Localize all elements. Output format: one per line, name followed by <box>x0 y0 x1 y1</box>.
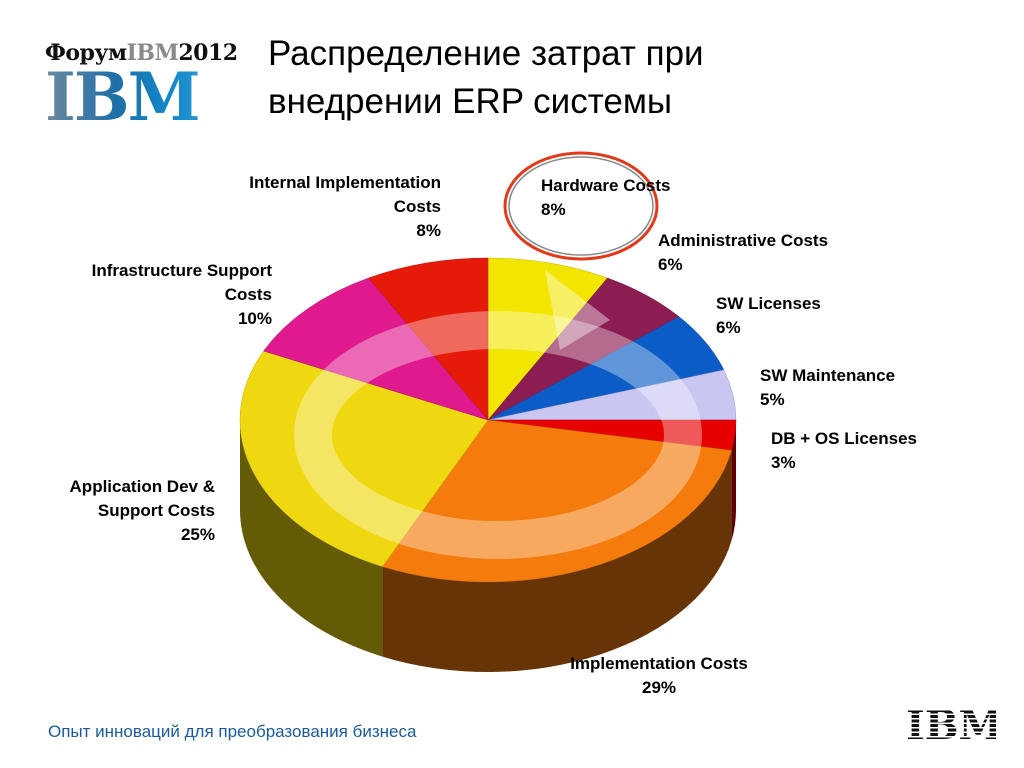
percent-label: 8% <box>416 221 441 240</box>
slide-title: Распределение затрат при внедрении ERP с… <box>268 30 704 126</box>
logo-ibm: IBM <box>126 40 179 66</box>
ibm-footer-logo: IBM <box>906 706 996 742</box>
pie-slice-0 <box>487 257 608 421</box>
forum-ibm-2012-logo: ФорумIBM2012 IBM <box>45 40 238 130</box>
label-administrative: Administrative Costs 6% <box>658 229 828 277</box>
percent-label: 6% <box>658 255 683 274</box>
footer-tagline: Опыт инноваций для преобразования бизнес… <box>48 722 417 741</box>
pie-slice-8 <box>368 257 489 421</box>
percent-label: 10% <box>237 309 272 328</box>
title-line-2: внедрении ERP системы <box>268 82 673 121</box>
logo-big-ibm: IBM <box>45 64 220 130</box>
pie-side-4 <box>731 420 736 541</box>
percent-label: 25% <box>180 525 215 544</box>
label-sw-licenses: SW Licenses 6% <box>716 292 821 340</box>
logo-year: 2012 <box>178 40 238 66</box>
percent-label: 3% <box>771 453 796 472</box>
percent-label: 5% <box>760 390 785 409</box>
pie-slice-7 <box>263 277 489 421</box>
pie-slice-5 <box>382 419 732 583</box>
circular-arrow-decoration <box>294 311 702 559</box>
highlight-ring <box>503 151 659 261</box>
pie-slice-6 <box>239 350 489 567</box>
percent-label: 29% <box>641 678 677 697</box>
percent-label: 8% <box>541 200 566 219</box>
percent-label: 6% <box>716 318 741 337</box>
arrow-head-decoration <box>545 270 610 350</box>
label-db-os: DB + OS Licenses 3% <box>771 427 917 475</box>
label-implementation: Implementation Costs 29% <box>556 652 762 700</box>
logo-prefix: Форум <box>45 40 127 66</box>
label-application-dev: Application Dev & Support Costs 25% <box>30 475 215 547</box>
label-hardware: Hardware Costs 8% <box>541 174 670 222</box>
svg-text:IBM: IBM <box>906 706 996 742</box>
highlight-ring-inner <box>508 156 654 256</box>
pie-side-6 <box>240 420 383 657</box>
title-line-1: Распределение затрат при <box>268 34 704 73</box>
label-internal-implementation: Internal Implementation Costs 8% <box>200 171 441 243</box>
label-sw-maintenance: SW Maintenance 5% <box>760 364 895 412</box>
pie-side-5 <box>382 450 732 672</box>
label-infrastructure: Infrastructure Support Costs 10% <box>40 259 272 331</box>
